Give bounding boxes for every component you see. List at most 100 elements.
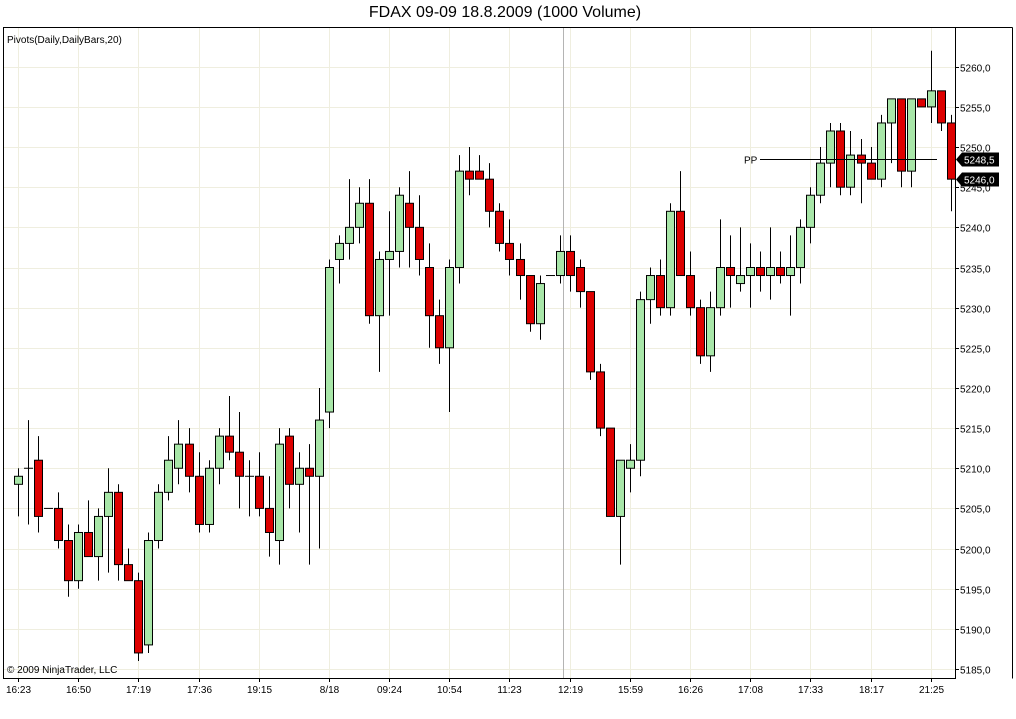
- candle: [716, 219, 725, 316]
- candle: [275, 428, 284, 565]
- candle: [54, 492, 63, 549]
- x-tick-label: 16:23: [6, 685, 31, 696]
- candle: [225, 395, 234, 461]
- candle-body: [385, 250, 394, 260]
- candle: [465, 147, 474, 196]
- candle-body: [345, 226, 354, 244]
- candle-body: [626, 459, 635, 469]
- candle-body: [84, 531, 93, 558]
- candle: [526, 275, 535, 332]
- x-tick-label: 17:08: [738, 685, 763, 696]
- x-tick-label: 21:25: [919, 685, 944, 696]
- y-tick-label: 5250,0: [960, 144, 991, 155]
- candle-body: [305, 467, 314, 477]
- chart-title: FDAX 09-09 18.8.2009 (1000 Volume): [368, 4, 642, 21]
- x-tick-label: 17:36: [187, 685, 212, 696]
- last-price-marker-text: 5246,0: [964, 176, 995, 187]
- candle-body: [616, 459, 625, 517]
- candle: [185, 428, 194, 493]
- candle: [516, 243, 525, 300]
- candle-body: [897, 98, 906, 172]
- x-tick-label: 8/18: [320, 685, 340, 696]
- candle-body: [485, 178, 494, 212]
- y-tick-label: 5220,0: [960, 385, 991, 396]
- candle-body: [475, 170, 484, 180]
- y-tick-label: 5195,0: [960, 586, 991, 597]
- candle-body: [726, 267, 735, 277]
- candle-body: [265, 507, 274, 533]
- candle: [576, 259, 585, 308]
- candle: [937, 90, 946, 131]
- candle: [686, 251, 695, 316]
- candle-body: [144, 540, 153, 646]
- candle: [265, 476, 274, 557]
- candle-body: [786, 267, 795, 277]
- candle: [606, 427, 615, 517]
- candle-body: [927, 90, 936, 108]
- y-tick-label: 5235,0: [960, 265, 991, 276]
- candle: [816, 147, 825, 204]
- candle: [355, 187, 364, 244]
- candle-body: [716, 267, 725, 309]
- candle: [154, 484, 163, 549]
- candle-body: [64, 540, 73, 582]
- candle-body: [495, 210, 504, 244]
- candle-body: [846, 154, 855, 188]
- candle-body: [465, 170, 474, 180]
- candle-body: [656, 275, 665, 309]
- candle: [947, 114, 956, 212]
- indicator-label: Pivots(Daily,DailyBars,20): [7, 35, 122, 46]
- candle-body: [806, 194, 815, 228]
- candle-body: [505, 242, 514, 260]
- candle-body: [887, 98, 896, 124]
- candle: [726, 235, 735, 308]
- y-tick-label: 5205,0: [960, 505, 991, 516]
- candle-body: [917, 98, 926, 108]
- candle: [305, 444, 314, 565]
- candle-body: [355, 202, 364, 228]
- y-tick-label: 5185,0: [960, 666, 991, 677]
- candle-body: [445, 267, 454, 349]
- candle-body: [516, 258, 525, 277]
- candle-body: [54, 507, 63, 542]
- candle-body: [686, 275, 695, 309]
- candle: [776, 251, 785, 284]
- candle: [94, 508, 103, 581]
- x-tick-label: 12:19: [558, 685, 583, 696]
- x-tick-label: 17:19: [126, 685, 151, 696]
- candle: [385, 211, 394, 316]
- y-tick-label: 5210,0: [960, 465, 991, 476]
- y-tick-label: 5200,0: [960, 546, 991, 557]
- candle-body: [185, 443, 194, 477]
- candle-body: [646, 275, 655, 301]
- candle: [656, 259, 665, 316]
- x-tick-label: 17:33: [798, 685, 823, 696]
- candle: [796, 219, 805, 284]
- y-tick-label: 5230,0: [960, 305, 991, 316]
- candle-body: [877, 122, 886, 180]
- candle: [646, 267, 655, 324]
- x-tick-label: 16:26: [678, 685, 703, 696]
- time-axis: 16:23 16:50 17:19 17:36 19:15 8/18 09:24 10:54 1…: [6, 678, 944, 696]
- candle: [897, 98, 906, 188]
- last-price-marker: 5246,0: [956, 172, 999, 187]
- candle-body: [937, 90, 946, 124]
- candle: [14, 468, 23, 517]
- candle-body: [395, 194, 404, 252]
- candle: [345, 179, 354, 260]
- candle: [636, 291, 645, 477]
- candle: [455, 155, 464, 284]
- candle-body: [596, 371, 605, 429]
- candle: [536, 275, 545, 340]
- candle: [285, 428, 294, 509]
- candle: [395, 187, 404, 268]
- x-tick-label: 09:24: [377, 685, 402, 696]
- candle-body: [796, 226, 805, 269]
- candle-body: [776, 267, 785, 277]
- candle: [34, 436, 43, 533]
- candle-body: [867, 162, 876, 180]
- candle: [435, 299, 444, 364]
- candle-body: [375, 258, 384, 317]
- candle-body: [736, 275, 745, 285]
- candle: [134, 572, 143, 661]
